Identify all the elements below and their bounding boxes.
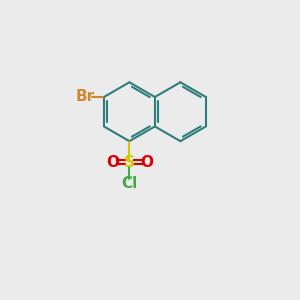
Text: Cl: Cl	[121, 176, 137, 191]
Text: O: O	[106, 155, 119, 170]
Text: Br: Br	[76, 89, 95, 104]
Text: S: S	[124, 155, 135, 170]
Text: O: O	[140, 155, 153, 170]
